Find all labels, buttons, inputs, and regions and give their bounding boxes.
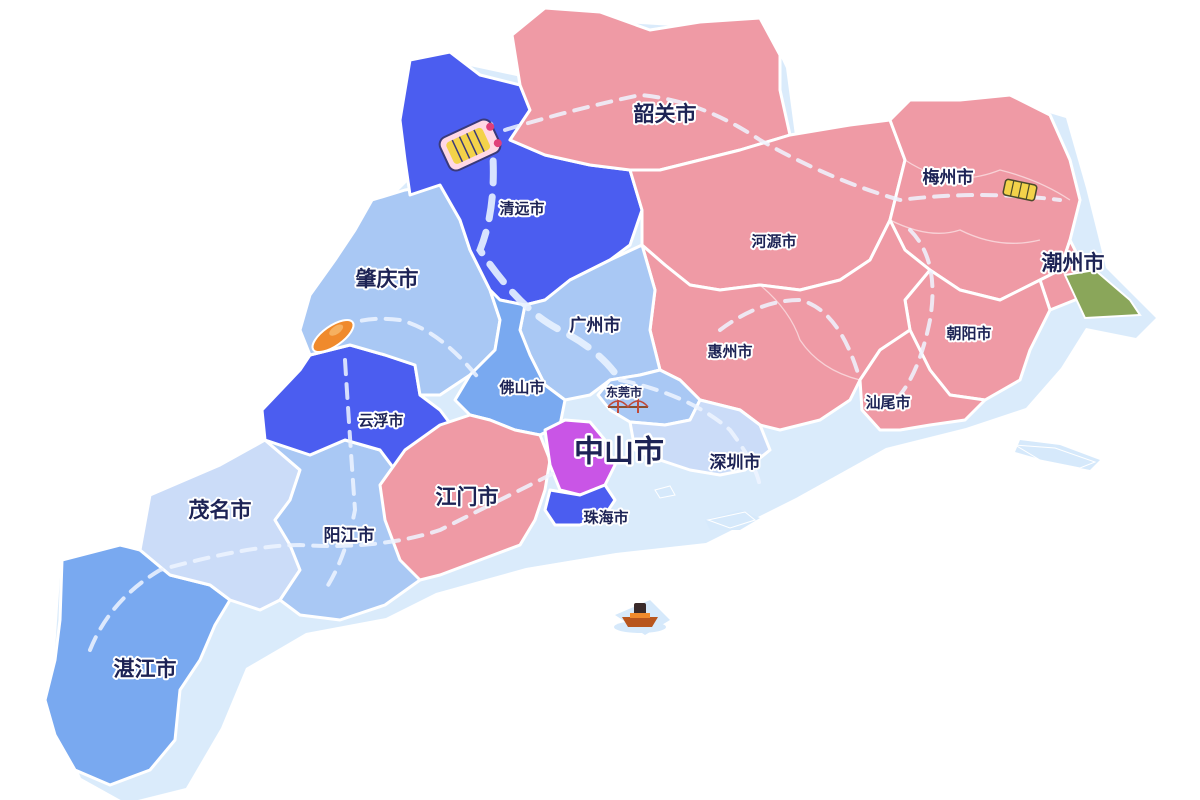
label-chaoyang[interactable]: 朝阳市 [944, 323, 993, 345]
chaozhou-green-area [1063, 268, 1142, 320]
label-qingyuan[interactable]: 清远市 [497, 198, 546, 220]
label-yunfu[interactable]: 云浮市 [356, 410, 405, 432]
label-guangzhou[interactable]: 广州市 [568, 313, 623, 338]
label-shenzhen[interactable]: 深圳市 [708, 450, 763, 475]
label-foshan[interactable]: 佛山市 [496, 377, 546, 399]
region-shanwei[interactable] [858, 328, 987, 432]
region-shenzhen[interactable] [628, 398, 772, 477]
label-shanwei[interactable]: 汕尾市 [863, 392, 912, 414]
region-shaoguan[interactable] [508, 6, 792, 172]
bridge-icon [607, 397, 649, 413]
rail-car-icon [1002, 178, 1038, 202]
label-zhaoqing[interactable]: 肇庆市 [354, 265, 421, 293]
islands [654, 444, 1097, 529]
label-shaoguan[interactable]: 韶关市 [632, 100, 699, 128]
label-jiangmen[interactable]: 江门市 [434, 483, 501, 511]
boat-icon [614, 603, 666, 633]
rail-routes [88, 92, 1062, 652]
region-zhongshan[interactable] [543, 418, 617, 497]
label-maoming[interactable]: 茂名市 [187, 496, 254, 524]
region-zhuhai[interactable] [543, 483, 617, 527]
internal-borders [759, 159, 1071, 381]
label-huizhou[interactable]: 惠州市 [705, 341, 754, 363]
label-zhongshan[interactable]: 中山市 [572, 432, 667, 472]
label-zhuhai[interactable]: 珠海市 [581, 507, 630, 529]
label-chaozhou[interactable]: 潮州市 [1040, 249, 1107, 277]
label-meizhou[interactable]: 梅州市 [921, 165, 976, 190]
label-zhanjiang[interactable]: 湛江市 [112, 655, 179, 683]
region-jiangmen[interactable] [378, 413, 552, 582]
train-icon [438, 118, 502, 172]
label-heyuan[interactable]: 河源市 [749, 231, 798, 253]
city-labels: 韶关市 清远市 梅州市 河源市 潮州市 肇庆市 广州市 朝阳市 惠州市 佛山市 … [112, 100, 1107, 683]
landmark-rock-icon [311, 318, 355, 354]
label-yangjiang[interactable]: 阳江市 [322, 523, 377, 548]
label-dongguan[interactable]: 东莞市 [604, 383, 644, 402]
